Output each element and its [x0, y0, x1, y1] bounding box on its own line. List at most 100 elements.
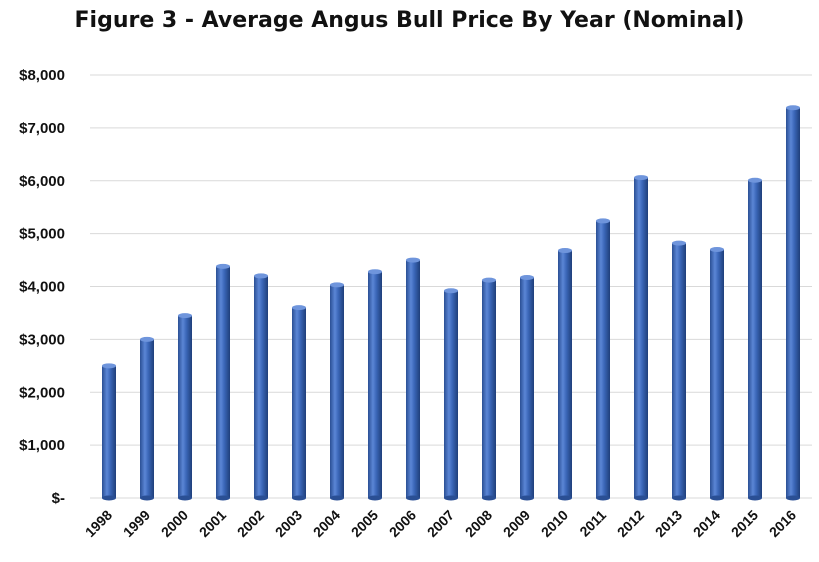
y-tick-label: $3,000: [19, 331, 65, 348]
bar-top-cap: [558, 248, 572, 254]
x-tick-label: 2003: [272, 507, 305, 540]
bar-base-cap: [406, 495, 420, 501]
bar-body: [672, 243, 686, 498]
bar-body: [330, 284, 344, 498]
bar: [596, 218, 610, 501]
x-tick-label: 2004: [310, 507, 343, 540]
bar: [330, 282, 344, 501]
bar-top-cap: [672, 240, 686, 246]
bar-base-cap: [748, 495, 762, 501]
x-tick-label: 2009: [500, 507, 533, 540]
y-tick-label: $5,000: [19, 226, 65, 243]
bar-top-cap: [710, 246, 724, 252]
y-tick-label: $8,000: [19, 67, 65, 84]
bar: [520, 275, 534, 501]
x-tick-label: 2005: [348, 507, 381, 540]
bar: [406, 257, 420, 501]
bar-body: [558, 250, 572, 498]
bar-body: [254, 275, 268, 498]
bar: [292, 305, 306, 501]
x-tick-label: 2006: [386, 507, 419, 540]
bar-base-cap: [710, 495, 724, 501]
x-tick-label: 2012: [614, 507, 647, 540]
bar-base-cap: [444, 495, 458, 501]
y-tick-label: $-: [52, 490, 65, 507]
bar-base-cap: [520, 495, 534, 501]
bar-body: [520, 277, 534, 498]
x-tick-label: 2002: [234, 507, 267, 540]
x-tick-label: 2015: [728, 507, 761, 540]
bar: [482, 277, 496, 501]
x-tick-label: 2001: [196, 507, 229, 540]
bars: [102, 105, 800, 501]
bar-top-cap: [216, 263, 230, 269]
bar-body: [292, 307, 306, 498]
bar: [710, 246, 724, 501]
bar-base-cap: [634, 495, 648, 501]
bar-body: [406, 260, 420, 498]
y-tick-label: $4,000: [19, 279, 65, 296]
bar-top-cap: [634, 175, 648, 181]
bar-top-cap: [178, 313, 192, 319]
bar-base-cap: [140, 495, 154, 501]
bar-top-cap: [140, 336, 154, 342]
x-tick-label: 2016: [766, 507, 799, 540]
x-tick-label: 2008: [462, 507, 495, 540]
x-tick-label: 2013: [652, 507, 685, 540]
x-tick-label: 2000: [158, 507, 191, 540]
bar-top-cap: [520, 275, 534, 281]
bar: [140, 336, 154, 501]
bar-base-cap: [482, 495, 496, 501]
bar: [558, 248, 572, 501]
y-tick-label: $2,000: [19, 384, 65, 401]
x-tick-label: 2011: [576, 507, 609, 540]
bar-base-cap: [330, 495, 344, 501]
x-tick-label: 2014: [690, 507, 723, 540]
bar-top-cap: [444, 288, 458, 294]
x-tick-label: 1998: [82, 507, 115, 540]
bar-top-cap: [368, 269, 382, 275]
bar: [102, 363, 116, 501]
bar-body: [710, 249, 724, 498]
y-axis-ticks: $- $1,000 $2,000 $3,000 $4,000 $5,000 $6,000 $7…: [19, 67, 65, 507]
bar-body: [216, 266, 230, 498]
bar: [786, 105, 800, 501]
bar-body: [634, 177, 648, 498]
bar-top-cap: [748, 177, 762, 183]
bar: [634, 175, 648, 501]
bar-body: [102, 365, 116, 498]
bar-body: [748, 180, 762, 498]
bar: [254, 273, 268, 501]
bar-base-cap: [368, 495, 382, 501]
bar-top-cap: [254, 273, 268, 279]
bar-base-cap: [558, 495, 572, 501]
bar-top-cap: [786, 105, 800, 111]
bar: [444, 288, 458, 501]
y-tick-label: $7,000: [19, 120, 65, 137]
bar-top-cap: [102, 363, 116, 369]
bar-base-cap: [786, 495, 800, 501]
bar: [178, 313, 192, 501]
x-tick-label: 1999: [120, 507, 153, 540]
bar-base-cap: [292, 495, 306, 501]
bar-base-cap: [102, 495, 116, 501]
chart-title: Figure 3 - Average Angus Bull Price By Y…: [74, 8, 745, 33]
bar-top-cap: [406, 257, 420, 263]
bar-base-cap: [254, 495, 268, 501]
bar: [748, 177, 762, 501]
bar-body: [178, 315, 192, 498]
bar-body: [596, 220, 610, 498]
bar: [368, 269, 382, 501]
y-tick-label: $6,000: [19, 173, 65, 190]
bar-body: [368, 271, 382, 498]
bar-top-cap: [330, 282, 344, 288]
bar-base-cap: [672, 495, 686, 501]
bar: [216, 263, 230, 501]
bar-top-cap: [292, 305, 306, 311]
bar-body: [444, 290, 458, 498]
x-tick-label: 2007: [424, 507, 457, 540]
bar-base-cap: [216, 495, 230, 501]
bar-body: [482, 280, 496, 498]
bar-base-cap: [596, 495, 610, 501]
